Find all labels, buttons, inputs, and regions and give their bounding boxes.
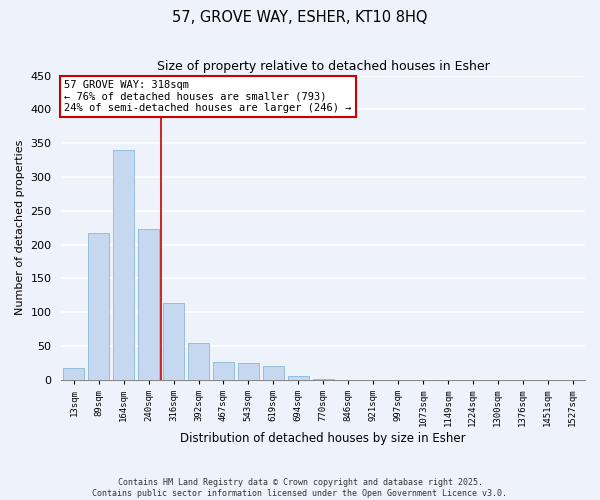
X-axis label: Distribution of detached houses by size in Esher: Distribution of detached houses by size … — [181, 432, 466, 445]
Bar — [88, 233, 109, 380]
Title: Size of property relative to detached houses in Esher: Size of property relative to detached ho… — [157, 60, 490, 73]
Bar — [313, 379, 334, 380]
Text: 57, GROVE WAY, ESHER, KT10 8HQ: 57, GROVE WAY, ESHER, KT10 8HQ — [172, 10, 428, 25]
Y-axis label: Number of detached properties: Number of detached properties — [15, 140, 25, 316]
Bar — [113, 150, 134, 380]
Bar — [188, 342, 209, 380]
Bar — [63, 368, 85, 380]
Text: 57 GROVE WAY: 318sqm
← 76% of detached houses are smaller (793)
24% of semi-deta: 57 GROVE WAY: 318sqm ← 76% of detached h… — [64, 80, 352, 114]
Bar — [287, 376, 309, 380]
Bar — [263, 366, 284, 380]
Bar — [163, 304, 184, 380]
Bar — [213, 362, 234, 380]
Bar — [238, 363, 259, 380]
Bar — [138, 229, 159, 380]
Text: Contains HM Land Registry data © Crown copyright and database right 2025.
Contai: Contains HM Land Registry data © Crown c… — [92, 478, 508, 498]
